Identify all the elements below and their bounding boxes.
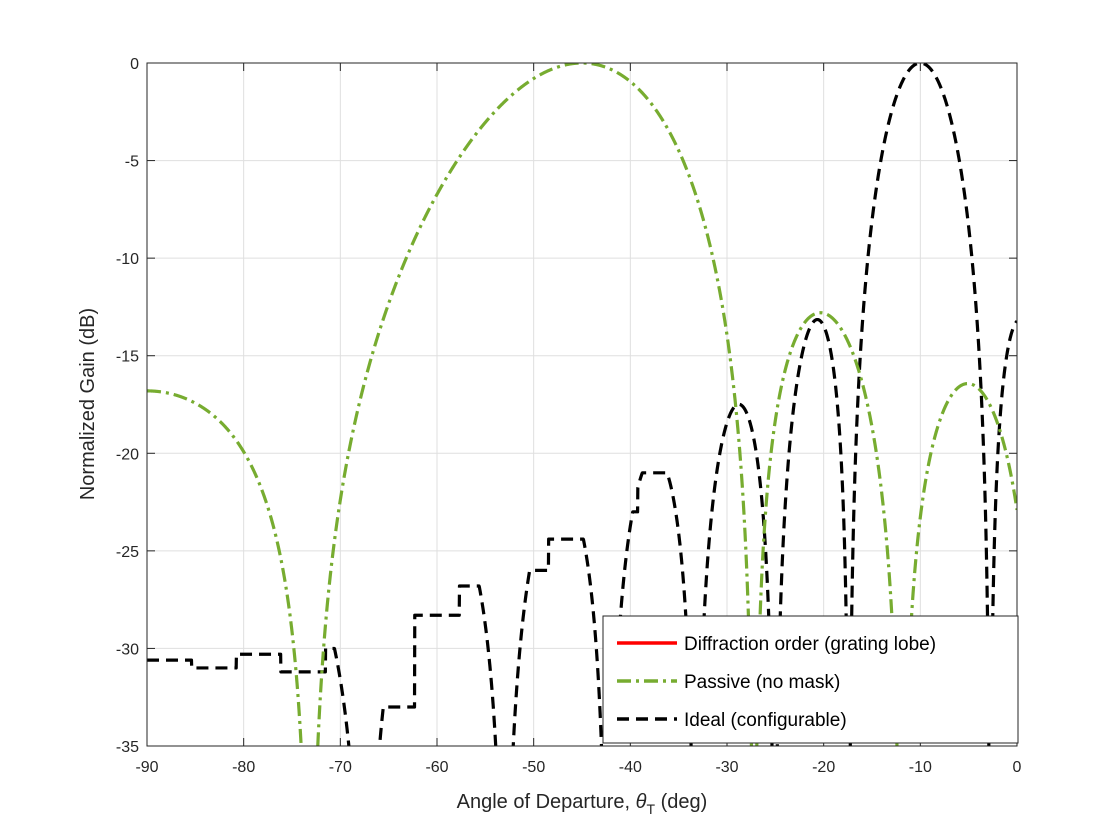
x-tick-label: -70	[329, 759, 352, 776]
x-tick-label: -60	[425, 759, 448, 776]
x-tick-label: -10	[909, 759, 932, 776]
x-tick-label: 0	[1013, 759, 1022, 776]
y-tick-label: -35	[116, 739, 139, 756]
x-axis-title: Angle of Departure, θT (deg)	[457, 791, 708, 817]
axes-box	[146, 62, 1018, 747]
x-tick-label: -20	[812, 759, 835, 776]
y-tick-label: 0	[130, 56, 139, 73]
y-tick-label: -15	[116, 349, 139, 366]
x-tick-label: -50	[522, 759, 545, 776]
x-tick-label: -30	[715, 759, 738, 776]
series-line-passive	[147, 63, 1017, 746]
series-line-ideal	[147, 63, 1017, 746]
legend-label-diffraction: Diffraction order (grating lobe)	[684, 634, 936, 655]
ticks: -90 -80 -70 -60 -50 -40 -30 -20 -10 0 0 -5 -10 -15 -20…	[116, 56, 1022, 776]
x-tick-label: -40	[619, 759, 642, 776]
legend-label-passive: Passive (no mask)	[684, 672, 840, 693]
legend-label-ideal: Ideal (configurable)	[684, 710, 847, 731]
x-tick-label: -90	[135, 759, 158, 776]
y-tick-label: -5	[125, 154, 139, 171]
y-tick-label: -25	[116, 544, 139, 561]
y-tick-label: -30	[116, 641, 139, 658]
y-axis-title: Normalized Gain (dB)	[77, 308, 99, 500]
legend: Diffraction order (grating lobe) Passive…	[602, 615, 1019, 744]
series-layer	[147, 63, 1017, 746]
x-tick-label: -80	[232, 759, 255, 776]
y-tick-label: -20	[116, 446, 139, 463]
y-tick-label: -10	[116, 251, 139, 268]
